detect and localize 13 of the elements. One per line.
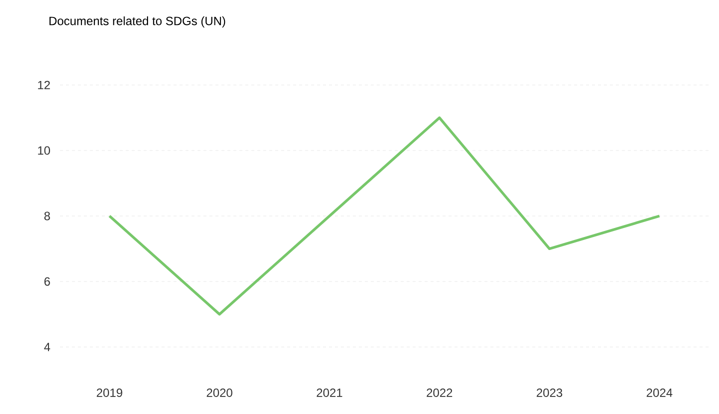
line-series	[108, 116, 661, 316]
y-tick-label: 8	[44, 212, 50, 220]
y-tick-label: 10	[38, 146, 50, 155]
x-tick-label: 2019	[96, 388, 122, 397]
y-tick-label: 12	[38, 80, 50, 90]
x-tick-label: 2021	[316, 388, 342, 397]
chart-title: Documents related to SDGs (UN)	[50, 16, 226, 28]
y-tick-label: 4	[44, 342, 50, 352]
x-tick-label: 2023	[536, 388, 562, 397]
x-tick-label: 2022	[426, 388, 452, 397]
x-tick-label: 2024	[646, 388, 672, 397]
x-tick-label: 2020	[206, 388, 232, 397]
y-tick-label: 6	[44, 277, 50, 286]
